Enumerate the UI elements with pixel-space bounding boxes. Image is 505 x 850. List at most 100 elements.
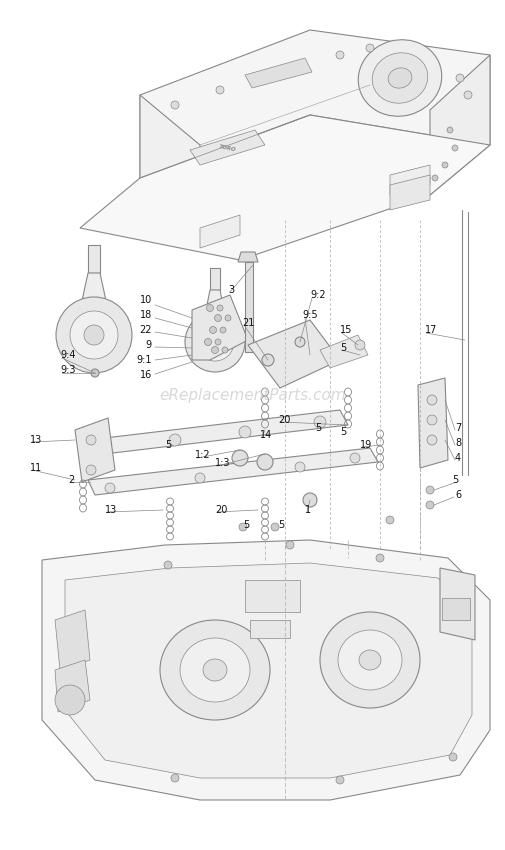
Polygon shape <box>88 410 347 455</box>
Ellipse shape <box>337 630 401 690</box>
Bar <box>249 620 289 638</box>
Circle shape <box>302 493 316 507</box>
Polygon shape <box>55 660 90 712</box>
Polygon shape <box>80 273 108 310</box>
Polygon shape <box>189 130 265 165</box>
Circle shape <box>355 340 364 350</box>
Polygon shape <box>244 58 312 88</box>
Circle shape <box>222 347 228 353</box>
Circle shape <box>262 354 274 366</box>
Circle shape <box>220 327 226 333</box>
Circle shape <box>216 86 224 94</box>
Circle shape <box>231 450 247 466</box>
Text: 16: 16 <box>139 370 152 380</box>
Text: 13: 13 <box>105 505 117 515</box>
Polygon shape <box>389 165 429 195</box>
Text: 9:5: 9:5 <box>301 310 317 320</box>
Ellipse shape <box>180 638 249 702</box>
Polygon shape <box>80 115 489 260</box>
Circle shape <box>441 162 447 168</box>
Ellipse shape <box>358 40 441 116</box>
Text: TORO: TORO <box>218 144 235 152</box>
Polygon shape <box>237 252 258 262</box>
Polygon shape <box>199 215 239 248</box>
Polygon shape <box>140 30 489 178</box>
Ellipse shape <box>56 297 132 373</box>
Circle shape <box>426 395 436 405</box>
Text: 5: 5 <box>339 427 345 437</box>
Polygon shape <box>429 55 489 195</box>
Polygon shape <box>140 95 199 228</box>
Circle shape <box>86 435 96 445</box>
Circle shape <box>463 91 471 99</box>
Text: 21: 21 <box>241 318 254 328</box>
Text: 9: 9 <box>145 340 152 350</box>
Circle shape <box>335 51 343 59</box>
Circle shape <box>271 523 278 531</box>
Circle shape <box>314 416 325 428</box>
Text: 1: 1 <box>305 505 311 515</box>
Circle shape <box>91 369 99 377</box>
Polygon shape <box>65 563 471 778</box>
Text: 10: 10 <box>139 295 152 305</box>
Polygon shape <box>204 290 226 320</box>
Circle shape <box>164 561 172 569</box>
Polygon shape <box>191 295 247 360</box>
Ellipse shape <box>319 612 419 708</box>
Circle shape <box>215 339 221 345</box>
Circle shape <box>451 145 457 151</box>
Circle shape <box>171 774 179 782</box>
Text: 8: 8 <box>454 438 460 448</box>
Polygon shape <box>55 610 90 670</box>
Ellipse shape <box>372 53 427 103</box>
Circle shape <box>431 175 437 181</box>
Circle shape <box>425 486 433 494</box>
Text: 1:2: 1:2 <box>194 450 210 460</box>
Circle shape <box>365 44 373 52</box>
Circle shape <box>335 776 343 784</box>
Circle shape <box>209 326 216 333</box>
Ellipse shape <box>185 312 244 372</box>
Circle shape <box>285 541 293 549</box>
Bar <box>244 580 299 612</box>
Ellipse shape <box>387 68 411 88</box>
Ellipse shape <box>203 659 227 681</box>
Circle shape <box>257 454 273 470</box>
Text: 5: 5 <box>242 520 249 530</box>
Ellipse shape <box>207 334 223 350</box>
Text: 7: 7 <box>454 423 461 433</box>
Text: 18: 18 <box>139 310 152 320</box>
Circle shape <box>455 74 463 82</box>
Circle shape <box>171 101 179 109</box>
Text: 9:3: 9:3 <box>60 365 75 375</box>
Text: 17: 17 <box>424 325 436 335</box>
Text: 20: 20 <box>277 415 290 425</box>
Text: 5: 5 <box>339 343 345 353</box>
Circle shape <box>385 516 393 524</box>
Bar <box>210 268 220 290</box>
Polygon shape <box>247 320 339 388</box>
Circle shape <box>217 305 223 311</box>
Circle shape <box>204 338 211 345</box>
Text: 2: 2 <box>68 475 74 485</box>
Circle shape <box>86 465 96 475</box>
Text: 5: 5 <box>277 520 284 530</box>
Text: 6: 6 <box>454 490 460 500</box>
Circle shape <box>194 473 205 483</box>
Circle shape <box>55 685 85 715</box>
Text: 3: 3 <box>228 285 234 295</box>
Text: 4: 4 <box>454 453 460 463</box>
Text: 9:2: 9:2 <box>310 290 325 300</box>
Circle shape <box>238 426 250 438</box>
Circle shape <box>446 127 452 133</box>
Text: 5: 5 <box>451 475 458 485</box>
Text: 5: 5 <box>315 423 321 433</box>
Circle shape <box>426 415 436 425</box>
Text: eReplacementParts.com: eReplacementParts.com <box>160 388 345 403</box>
Circle shape <box>375 554 383 562</box>
Circle shape <box>206 304 213 311</box>
Text: 11: 11 <box>30 463 42 473</box>
Text: 15: 15 <box>339 325 351 335</box>
Circle shape <box>448 753 456 761</box>
Text: 1:3: 1:3 <box>215 458 230 468</box>
